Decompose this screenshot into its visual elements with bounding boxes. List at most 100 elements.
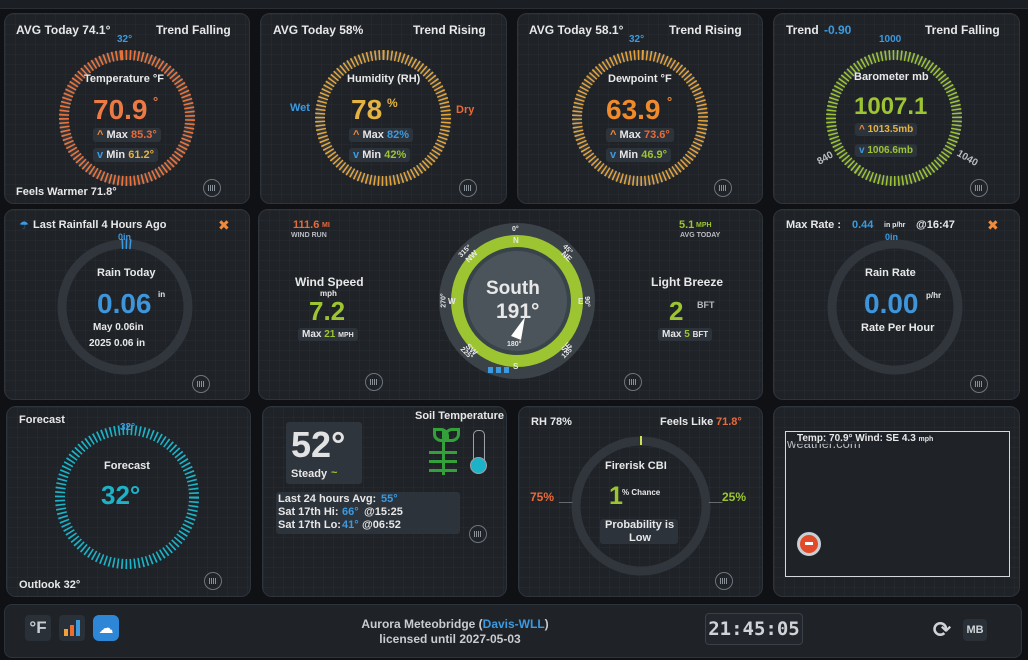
record-icon[interactable] [797,532,821,556]
wind-max-unit: MPH [338,332,354,339]
compass-90: 90° [582,296,590,307]
baro-title: Barometer mb [854,71,929,83]
wind-avg-value: 5.1 [679,219,695,231]
meteobridge-logo-icon[interactable] [365,373,383,391]
wind-direction-name: South [486,278,540,299]
meteobridge-logo-icon[interactable] [469,525,487,543]
license-text: licensed until 2027-05-03 [379,632,521,646]
webcam-overlay: Temp: 70.9° Wind: SE 4.3 mph [795,433,936,444]
barometer-panel: Trend -0.90 Trend Falling 1000 Barometer… [773,13,1020,204]
soil-value: 52° [291,424,346,465]
humidity-avg-label: AVG Today 58% [273,23,364,37]
tools-icon[interactable]: ✖ [987,217,999,233]
dewpoint-max: 73.6° [643,129,670,141]
cloud-icon[interactable]: ☁ [93,615,119,641]
dewpoint-avg-label: AVG Today 58.1° [529,23,624,37]
compass-w: W [448,297,456,306]
footer-bar: °F ☁ Aurora Meteobridge (Davis-WLL) lice… [4,604,1022,658]
meteobridge-logo-icon[interactable] [970,375,988,393]
firerisk-left-dash: __ [559,490,573,504]
beaufort-unit: BFT [697,300,715,310]
forecast-top-mark: 32° [120,422,136,433]
rainrate-value: 0.00 [864,288,919,319]
rainrate-top-mark: 0in [885,232,899,242]
firerisk-gauge [571,436,711,576]
dewpoint-trend-label: Trend Rising [669,23,742,37]
forecast-panel: Forecast 32° Forecast 32° Outlook 32° [6,406,251,597]
soil-hi-value: 66° [342,506,359,518]
temp-max-label: Max [106,129,128,141]
wind-direction-history [488,367,512,373]
mb-button[interactable]: MB [963,619,987,641]
wind-run-unit: MI [322,222,330,229]
webcam-overlay-unit: mph [918,436,934,443]
meteobridge-logo-icon[interactable] [714,179,732,197]
compass-180: 180° [507,341,522,348]
tools-icon[interactable]: ✖ [218,217,230,233]
temp-min-pill: v Min 61.2° [93,148,159,162]
credit-link[interactable]: Davis-WLL [482,617,545,631]
clock: 21:45:05 [705,613,803,645]
charts-icon[interactable] [59,615,85,641]
beaufort-max-pill: Max 5 BFT [658,328,713,341]
firerisk-right-pct: 25% [722,490,747,504]
humidity-wet-label: Wet [290,102,310,114]
unit-toggle-button[interactable]: °F [25,615,51,641]
rain-today-title: Rain Today [97,267,156,279]
rainrate-max-label: Max Rate : [786,219,842,231]
soil-panel: Soil Temperature 52° Steady ~ Last 24 ho… [262,406,507,597]
refresh-icon[interactable]: ⟳ [932,617,952,642]
temp-trend-label: Trend Falling [156,23,231,37]
rainrate-unit: p/hr [926,291,942,300]
baro-max-pill: ^ 1013.5mb [855,123,918,136]
wind-run-value: 111.6 [293,219,320,231]
rainrate-max-value: 0.44 [852,219,874,231]
meteobridge-logo-icon[interactable] [624,373,642,391]
humidity-min-pill: v Min 42% [349,148,411,162]
feels-warmer-label: Feels Warmer 71.8° [16,186,117,198]
meteobridge-logo-icon[interactable] [203,179,221,197]
forecast-title: Forecast [104,460,150,472]
rainrate-max-unit: in p/hr [884,222,906,229]
beaufort-title: Light Breeze [651,275,724,289]
meteobridge-logo-icon[interactable] [204,572,222,590]
rainfall-gauge [56,239,193,375]
baro-max: 1013.5mb [867,124,914,135]
meteobridge-logo-icon[interactable] [459,179,477,197]
meteobridge-logo-icon[interactable] [970,179,988,197]
outlook-label: Outlook 32° [19,579,81,591]
meteobridge-logo-icon[interactable] [715,572,733,590]
firerisk-left-pct: 75% [530,490,555,504]
last-rainfall-label: Last Rainfall 4 Hours Ago [33,219,167,231]
webcam-image[interactable]: weather.com Temp: 70.9° Wind: SE 4.3 mph [785,431,1010,577]
soil-avg-label: Last 24 hours Avg: [278,493,377,505]
firerisk-right-dash: __ [709,490,723,504]
wind-max-pill: Max 21 MPH [298,328,358,341]
rainrate-caption: Rate Per Hour [861,322,935,334]
wind-speed-title: Wind Speed [295,275,364,289]
wind-avg-unit: MPH [696,222,712,229]
steady-trend-icon: ~ [331,467,338,479]
rain-top-mark: 0in [118,232,132,242]
beaufort-value: 2 [669,296,684,326]
dewpoint-min: 46.9° [641,149,668,161]
humidity-min: 42% [384,149,407,161]
temp-avg-label: AVG Today 74.1° [16,23,111,37]
dewpoint-value: 63.9 [606,94,661,125]
baro-min-pill: v 1006.6mb [855,144,917,157]
up-arrow-icon: ^ [353,129,360,141]
wind-speed-value: 7.2 [309,296,346,326]
wind-avg-label: AVG TODAY [680,232,721,239]
barometer-gauge [825,50,962,186]
dewpoint-deg: ° [667,94,673,109]
meteobridge-logo-icon[interactable] [192,375,210,393]
humidity-unit: % [387,96,398,110]
soil-lo-value: 41° [342,519,359,531]
wind-direction-deg: 191° [496,300,540,323]
beaufort-max-unit: BFT [692,330,709,339]
thermometer-icon [470,430,487,474]
temp-value: 70.9 [93,94,148,125]
compass-n: N [513,236,519,245]
temp-top-mark: 32° [117,34,133,45]
humidity-title: Humidity (RH) [347,73,421,85]
